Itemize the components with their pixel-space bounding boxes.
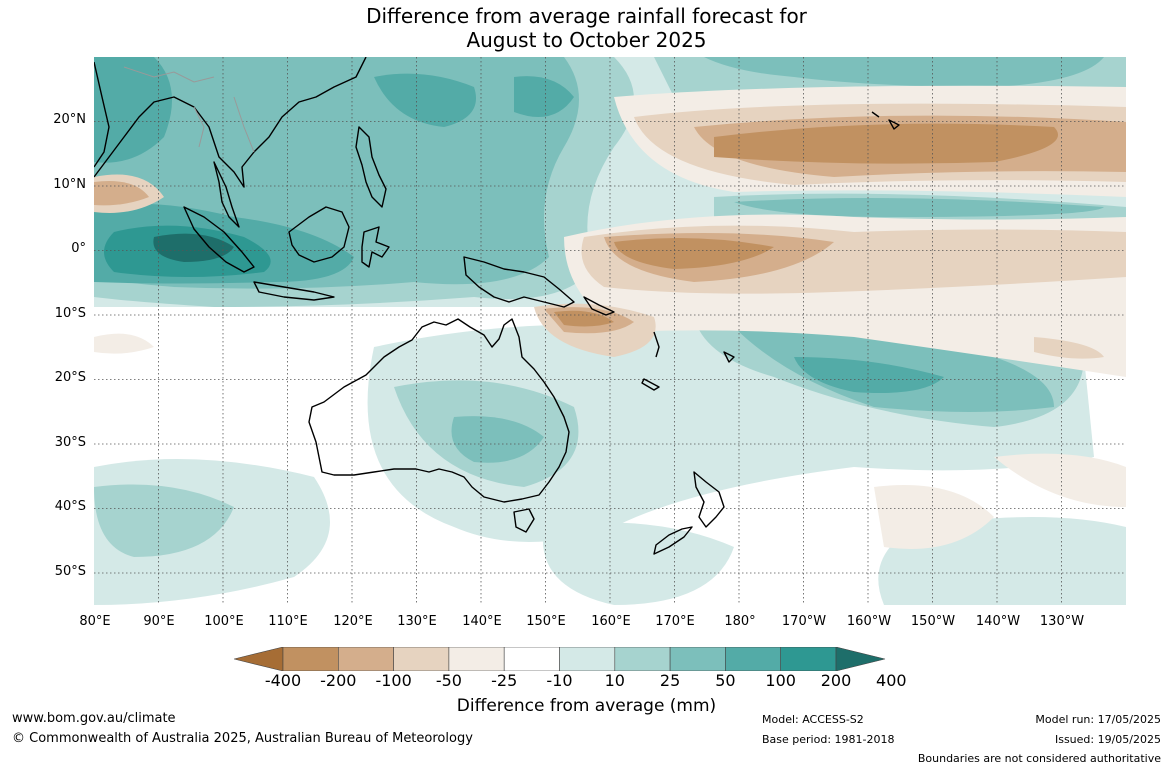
hawaii-coast (871, 111, 900, 130)
lon-label-130e: 130°E (397, 614, 437, 629)
colorbar-cell (780, 647, 837, 671)
colorbar-arrow-left (234, 647, 284, 671)
lat-label-20s: 20°S (54, 370, 86, 385)
lat-label-10s: 10°S (54, 306, 86, 321)
colorbar-tick-label: 50 (715, 671, 736, 690)
map-title: Difference from average rainfall forecas… (0, 4, 1173, 52)
lat-label-40s: 40°S (54, 499, 86, 514)
lon-label-170w: 170°W (781, 614, 827, 629)
lon-label-120e: 120°E (333, 614, 373, 629)
footer-disclaimer: Boundaries are not considered authoritat… (917, 752, 1161, 765)
lat-label-50s: 50°S (54, 564, 86, 579)
lon-label-140e: 140°E (462, 614, 502, 629)
colorbar-tick-label: -200 (320, 671, 357, 690)
colorbar-cell (448, 647, 505, 671)
tasmania-coast (513, 508, 535, 533)
footer-copyright: © Commonwealth of Australia 2025, Austra… (12, 731, 473, 746)
coastlines (94, 57, 900, 555)
lon-label-170e: 170°E (655, 614, 695, 629)
rainfall-map (94, 57, 1126, 605)
borneo-coast (288, 206, 350, 263)
footer-base-period: Base period: 1981-2018 (762, 733, 895, 746)
colorbar-tick-label: -25 (491, 671, 518, 690)
lat-label-10n: 10°N (53, 177, 86, 192)
lat-label-30s: 30°S (54, 435, 86, 450)
colorbar-cell (282, 647, 339, 671)
colorbar-tick-label: 200 (820, 671, 852, 690)
philippines-coast (355, 126, 387, 208)
india-coast (94, 61, 110, 168)
lon-label-160e: 160°E (591, 614, 631, 629)
sumatra-coast (183, 206, 255, 273)
colorbar-cell (725, 647, 781, 671)
fiji-coast (723, 351, 735, 363)
colorbar-tick-label: 10 (604, 671, 625, 690)
colorbar-cell (338, 647, 394, 671)
colorbar-tick-label: -50 (435, 671, 462, 690)
colorbar-arrow-right (835, 647, 886, 671)
lon-label-140w: 140°W (975, 614, 1021, 629)
map-svg (94, 57, 1126, 605)
colorbar-label: Difference from average (mm) (456, 696, 717, 716)
footer-model-run: Model run: 17/05/2025 (1035, 713, 1161, 726)
new-caledonia-coast (641, 378, 660, 391)
country-borders (123, 66, 255, 153)
colorbar (234, 647, 886, 671)
colorbar-tick-label: 400 (876, 671, 907, 690)
colorbar-tick-label: 100 (765, 671, 796, 690)
footer-url: www.bom.gov.au/climate (12, 711, 176, 726)
vanuatu-coast (653, 331, 660, 358)
malay-peninsula-coast (213, 161, 240, 228)
australia-coast (308, 318, 570, 503)
colorbar-tick-label: 25 (659, 671, 681, 690)
colorbar-cell (669, 647, 726, 671)
lon-label-130w: 130°W (1039, 614, 1085, 629)
colorbar-tick-label: -100 (375, 671, 412, 690)
graticule (94, 57, 1126, 605)
colorbar-cell (559, 647, 616, 671)
title-line-1: Difference from average rainfall forecas… (366, 4, 807, 28)
title-line-2: August to October 2025 (466, 28, 707, 52)
colorbar-tick-label: -400 (264, 671, 302, 690)
colorbar-cell (614, 647, 671, 671)
colorbar-tick-label: -10 (546, 671, 573, 690)
se-asia-coast (94, 57, 367, 188)
lon-label-80e: 80°E (79, 614, 111, 629)
lon-label-180: 180° (724, 614, 756, 629)
lon-label-110e: 110°E (268, 614, 308, 629)
sulawesi-coast (361, 226, 390, 268)
anomaly-dry-100-200 (554, 123, 1058, 327)
footer-model: Model: ACCESS-S2 (762, 713, 864, 726)
footer-issued: Issued: 19/05/2025 (1054, 733, 1161, 746)
lon-label-160w: 160°W (846, 614, 892, 629)
lon-label-100e: 100°E (204, 614, 244, 629)
anomaly-teal-400-plus (153, 233, 234, 262)
lat-label-20n: 20°N (53, 112, 86, 127)
lon-label-90e: 90°E (143, 614, 175, 629)
lon-label-150w: 150°W (910, 614, 956, 629)
colorbar-cell (503, 647, 560, 671)
lat-label-0: 0° (71, 241, 86, 256)
nz-south-island-coast (653, 526, 693, 555)
new-guinea-coast (463, 256, 575, 308)
nz-north-island-coast (693, 471, 725, 528)
java-coast (253, 281, 335, 301)
lon-label-150e: 150°E (526, 614, 566, 629)
solomon-islands-coast (583, 296, 615, 316)
colorbar-cell (393, 647, 450, 671)
